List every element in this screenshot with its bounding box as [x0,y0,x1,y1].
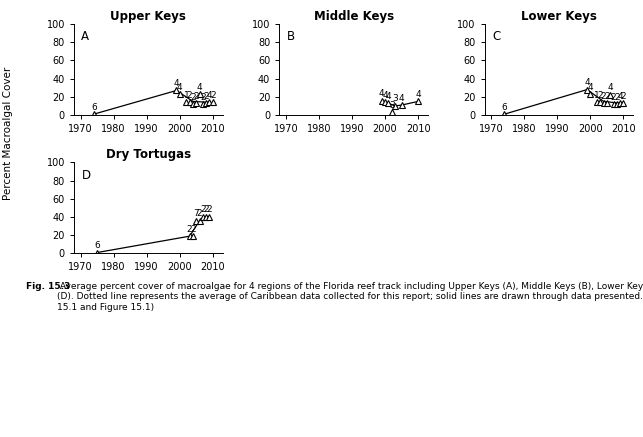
Title: Dry Tortugas: Dry Tortugas [105,148,191,161]
Text: 4: 4 [382,91,388,100]
Title: Lower Keys: Lower Keys [521,10,597,23]
Text: 3: 3 [392,94,398,104]
Text: 1: 1 [183,91,189,100]
Text: 3: 3 [389,101,395,110]
Text: 4: 4 [399,94,404,103]
Title: Upper Keys: Upper Keys [111,10,186,23]
Text: C: C [492,31,500,43]
Text: 4: 4 [415,90,421,99]
Text: 2: 2 [614,93,620,101]
Text: 4: 4 [206,91,212,100]
Text: 1: 1 [594,91,600,100]
Text: 2: 2 [190,225,195,234]
Text: 4: 4 [584,78,590,87]
Text: 4: 4 [177,83,183,92]
Text: 2: 2 [597,91,603,100]
Text: 2: 2 [611,93,617,101]
Text: 4: 4 [588,83,593,92]
Text: Average percent cover of macroalgae for 4 regions of the Florida reef track incl: Average percent cover of macroalgae for … [57,282,643,312]
Text: 7: 7 [194,209,199,218]
Text: 2: 2 [206,205,212,215]
Text: 2: 2 [197,209,203,218]
Text: 4: 4 [608,83,613,93]
Text: 4: 4 [386,92,391,101]
Text: 4: 4 [379,89,385,98]
Text: 2: 2 [187,225,192,234]
Text: Percent Macroalgal Cover: Percent Macroalgal Cover [3,67,13,200]
Text: 4: 4 [197,83,203,92]
Text: 2: 2 [210,91,215,100]
Text: B: B [287,31,295,43]
Text: 6: 6 [95,241,100,250]
Text: Fig. 15.3: Fig. 15.3 [26,282,70,291]
Text: 4: 4 [617,92,623,101]
Text: 6: 6 [502,103,507,111]
Text: 2: 2 [604,92,610,101]
Text: 2: 2 [200,93,206,101]
Text: 2: 2 [190,93,195,101]
Text: 6: 6 [91,103,96,111]
Text: 2: 2 [203,205,209,215]
Text: 2: 2 [620,92,626,101]
Text: 2: 2 [203,92,209,101]
Text: A: A [82,31,89,43]
Text: 2: 2 [194,92,199,101]
Text: D: D [82,169,91,182]
Text: 4: 4 [174,79,179,88]
Text: 2: 2 [200,205,206,215]
Text: 2: 2 [187,91,192,100]
Text: 2: 2 [601,92,606,101]
Title: Middle Keys: Middle Keys [314,10,394,23]
